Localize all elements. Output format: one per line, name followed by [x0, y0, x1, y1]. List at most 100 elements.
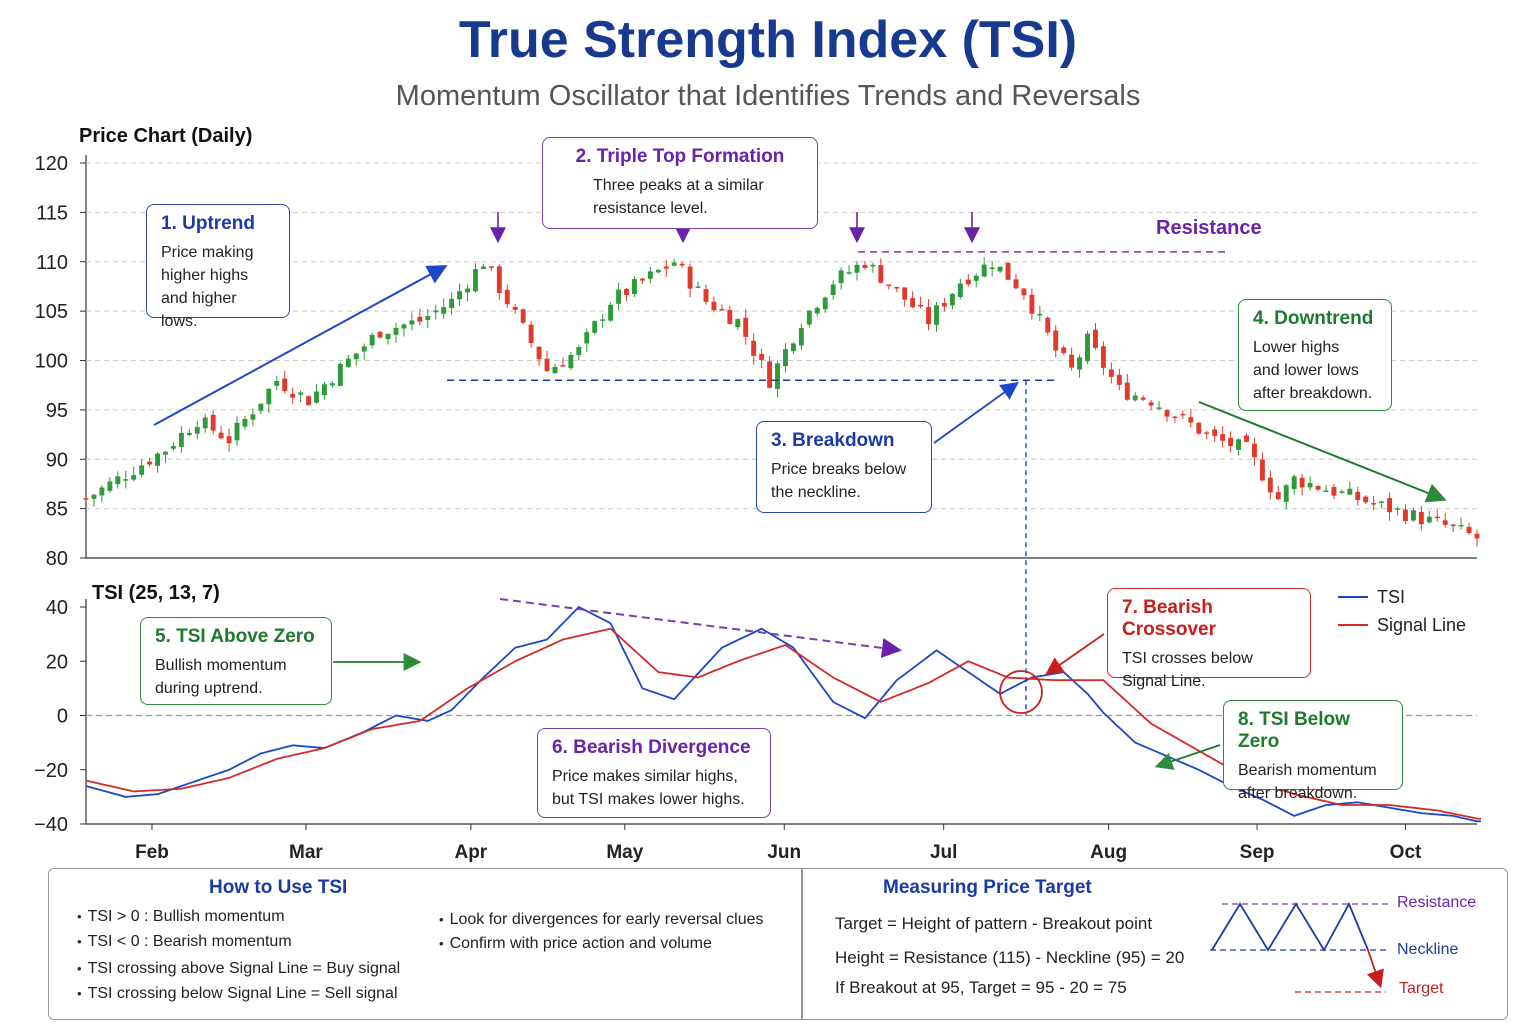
candle-body — [846, 272, 852, 274]
candle-body — [123, 479, 129, 481]
candle-body — [1466, 526, 1472, 534]
candle-body — [1156, 407, 1162, 409]
crossover-arrow — [1045, 633, 1105, 676]
candle-body — [433, 310, 439, 313]
candle-body — [584, 332, 590, 344]
tsi-below-zero-title: 8. TSI Below Zero — [1238, 709, 1350, 752]
candle-body — [600, 319, 606, 321]
candle-body — [870, 264, 876, 267]
candle-body — [353, 353, 359, 360]
candle-body — [1100, 346, 1106, 368]
candle-body — [258, 403, 264, 411]
price-tick-label: 90 — [46, 449, 68, 471]
crossover-callout: 7. Bearish Crossover TSI crosses below S… — [1107, 588, 1311, 690]
target-line: Target = Height of pattern - Breakout po… — [835, 914, 1153, 933]
candle-body — [1259, 459, 1265, 481]
breakdown-text: Price breaks below the neckline. — [771, 461, 907, 501]
tsi-line — [85, 605, 1481, 823]
triple-top-callout: 2. Triple Top Formation Three peaks at a… — [542, 137, 818, 229]
candle-body — [544, 358, 550, 372]
downtrend-text: Lower highs and lower lows after breakdo… — [1253, 339, 1373, 402]
candle-body — [488, 266, 494, 268]
candle-body — [751, 340, 757, 356]
candle-body — [576, 346, 582, 356]
how-to-item: TSI > 0 : Bullish momentum — [77, 908, 285, 926]
candle-body — [1355, 491, 1361, 501]
candle-body — [1315, 486, 1321, 490]
candle-body — [1021, 288, 1027, 296]
candle-body — [679, 263, 685, 266]
candle-body — [226, 436, 232, 444]
candle-body — [282, 378, 288, 392]
axis-labels: 120 115 110 105 100 95 90 85 80 40 20 0 −20 −40 Feb Mar… — [34, 125, 1422, 863]
candle-body — [393, 327, 399, 335]
candle-body — [1387, 498, 1393, 513]
candle-body — [1069, 354, 1075, 368]
page-subtitle: Momentum Oscillator that Identifies Tren… — [395, 80, 1141, 112]
tsi-below-arrow — [1154, 744, 1221, 770]
candle-body — [417, 316, 423, 322]
candle-body — [1132, 395, 1138, 401]
candle-body — [910, 298, 916, 308]
candle-body — [608, 304, 614, 321]
divergence-text: Price makes similar highs, but TSI makes… — [552, 768, 745, 808]
candle-body — [155, 453, 160, 466]
month-label: Mar — [289, 842, 323, 863]
price-tick-label: 95 — [46, 400, 68, 422]
info-panel: How to Use TSI TSI > 0 : Bullish momentu… — [48, 868, 1508, 1020]
candle-body — [163, 451, 168, 455]
tsi-tick-label: −40 — [34, 814, 68, 836]
candle-body — [918, 304, 924, 307]
candle-body — [314, 391, 319, 403]
candle-body — [639, 278, 645, 281]
candle-body — [965, 279, 971, 285]
how-to-item: TSI < 0 : Bearish momentum — [77, 933, 292, 951]
candle-body — [1108, 369, 1114, 377]
uptrend-title: 1. Uptrend — [161, 213, 255, 234]
month-label: Aug — [1090, 842, 1127, 863]
candle-body — [926, 307, 931, 325]
legend-tsi-label: TSI — [1377, 587, 1405, 607]
tsi-below-zero-callout: 8. TSI Below Zero Bearish momentum after… — [1223, 700, 1403, 802]
price-tick-label: 100 — [35, 351, 68, 373]
month-label: Jul — [930, 842, 957, 863]
target-title: Measuring Price Target — [883, 877, 1092, 898]
downtrend-arrow — [1198, 401, 1447, 503]
downtrend-title: 4. Downtrend — [1253, 308, 1374, 329]
tsi-tick-label: 20 — [46, 651, 68, 673]
candle-body — [266, 388, 272, 405]
candle-body — [1037, 313, 1043, 316]
candle-body — [1267, 477, 1273, 493]
month-label: Jun — [767, 842, 801, 863]
page-title: True Strength Index (TSI) — [458, 11, 1078, 69]
month-label: Oct — [1390, 842, 1422, 863]
chart-markers: Resistance — [153, 212, 1447, 770]
price-chart-title: Price Chart (Daily) — [79, 125, 252, 147]
legend-signal-label: Signal Line — [1377, 615, 1466, 635]
diagram-triple-top — [1211, 901, 1369, 952]
diagram-target-label: Target — [1399, 980, 1444, 997]
candle-body — [170, 446, 176, 449]
candle-body — [457, 291, 463, 300]
candle-body — [1236, 439, 1241, 450]
candle-body — [322, 384, 327, 396]
candle-body — [131, 475, 137, 480]
candle-body — [480, 266, 486, 269]
triple-top-title: 2. Triple Top Formation — [575, 146, 785, 167]
uptrend-text: Price making higher highs and higher low… — [161, 244, 254, 330]
candle-body — [592, 321, 598, 333]
candle-body — [377, 331, 383, 338]
candle-body — [1212, 429, 1218, 437]
candle-body — [1442, 520, 1448, 525]
candle-body — [1410, 510, 1416, 521]
candle-body — [1403, 509, 1408, 522]
month-label: Apr — [454, 842, 487, 863]
candle-body — [290, 393, 296, 398]
candle-body — [1379, 501, 1385, 503]
candle-body — [329, 383, 335, 386]
downtrend-callout: 4. Downtrend Lower highs and lower lows … — [1238, 299, 1392, 411]
candle-body — [1228, 437, 1234, 447]
tsi-tick-label: 40 — [46, 597, 68, 619]
candle-body — [1347, 488, 1353, 495]
candle-body — [727, 309, 733, 324]
